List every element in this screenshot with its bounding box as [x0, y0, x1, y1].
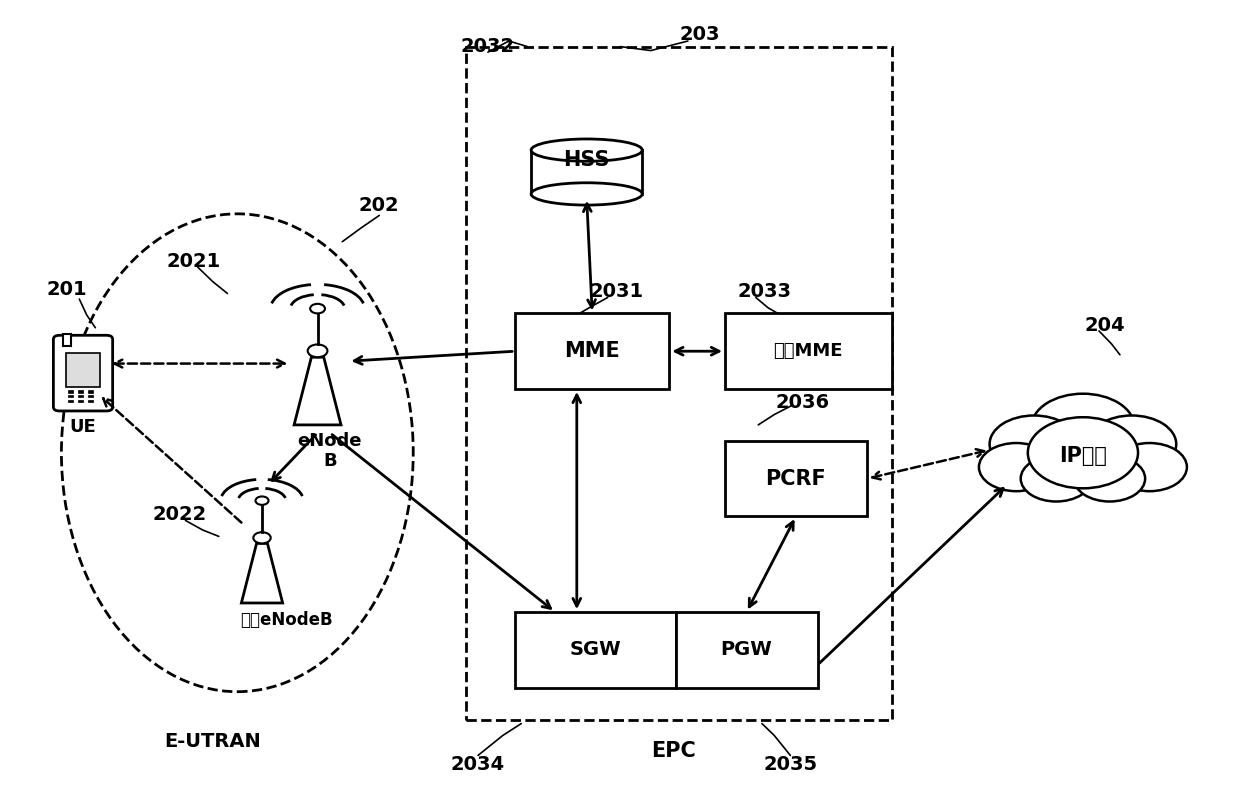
Circle shape: [1032, 394, 1135, 460]
Circle shape: [1021, 456, 1091, 501]
Text: UE: UE: [69, 418, 97, 435]
Bar: [515, 314, 670, 389]
Text: 2021: 2021: [167, 252, 221, 271]
Bar: [63, 334, 71, 346]
Polygon shape: [242, 544, 283, 603]
Text: HSS: HSS: [563, 150, 610, 170]
Bar: [68, 391, 73, 393]
Text: PGW: PGW: [720, 640, 773, 659]
Circle shape: [1028, 417, 1138, 488]
Circle shape: [1087, 415, 1177, 473]
Bar: [88, 391, 93, 393]
Text: 2034: 2034: [451, 755, 505, 775]
Bar: [725, 441, 867, 516]
Circle shape: [310, 304, 325, 314]
Text: 2033: 2033: [738, 282, 791, 301]
FancyBboxPatch shape: [53, 335, 113, 411]
Circle shape: [978, 443, 1054, 491]
Bar: [88, 400, 93, 402]
Bar: [78, 400, 83, 402]
Text: MME: MME: [564, 341, 620, 361]
Text: IP业务: IP业务: [1059, 446, 1107, 466]
Text: 2031: 2031: [589, 282, 644, 301]
Text: 2036: 2036: [776, 393, 830, 412]
Text: 其它eNodeB: 其它eNodeB: [241, 611, 334, 629]
Text: SGW: SGW: [569, 640, 621, 659]
Bar: [66, 353, 100, 387]
Ellipse shape: [531, 139, 642, 161]
Bar: [88, 395, 93, 398]
Polygon shape: [294, 357, 341, 425]
Bar: [68, 395, 73, 398]
Bar: [466, 47, 892, 719]
Text: 2032: 2032: [461, 37, 515, 56]
Bar: [78, 391, 83, 393]
Circle shape: [1112, 443, 1187, 491]
Circle shape: [308, 344, 327, 357]
Text: B: B: [324, 452, 337, 470]
Circle shape: [1074, 456, 1145, 501]
Text: 203: 203: [680, 25, 720, 44]
Text: PCRF: PCRF: [765, 468, 826, 488]
Bar: [515, 612, 676, 688]
Text: eNode: eNode: [298, 431, 362, 450]
Text: EPC: EPC: [651, 741, 696, 761]
Text: E-UTRAN: E-UTRAN: [164, 732, 260, 751]
Bar: [68, 400, 73, 402]
Bar: [531, 150, 642, 194]
Bar: [725, 314, 892, 389]
Circle shape: [255, 496, 269, 504]
Circle shape: [253, 533, 270, 544]
Circle shape: [990, 415, 1079, 473]
Text: 2022: 2022: [153, 505, 206, 525]
Ellipse shape: [531, 183, 642, 205]
Bar: [676, 612, 817, 688]
Text: 2035: 2035: [764, 755, 817, 775]
Text: 202: 202: [358, 196, 399, 216]
Text: 201: 201: [47, 280, 87, 299]
Bar: [78, 395, 83, 398]
Text: 204: 204: [1085, 316, 1126, 335]
Text: 其它MME: 其它MME: [774, 342, 843, 360]
